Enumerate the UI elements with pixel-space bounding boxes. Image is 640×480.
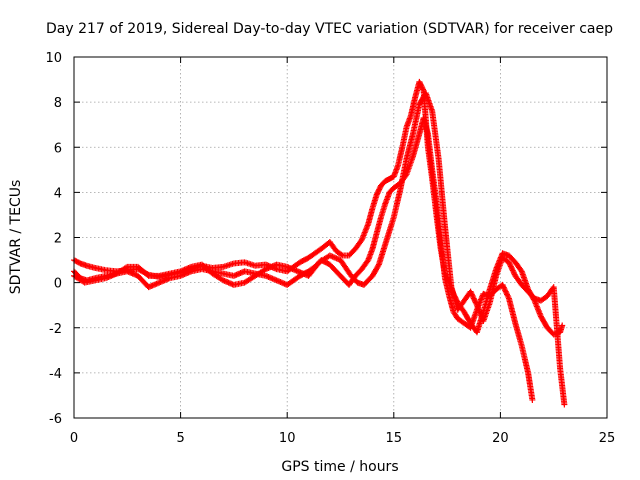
data-point	[338, 251, 345, 258]
data-point	[529, 396, 536, 403]
y-axis-label: SDTVAR / TECUs	[8, 180, 24, 295]
data-point	[504, 292, 511, 299]
data-point	[505, 294, 512, 301]
data-point	[500, 284, 507, 291]
data-point	[144, 271, 151, 278]
x-tick-label: 10	[279, 431, 296, 446]
y-tick-label: -4	[49, 367, 62, 382]
y-tick-label: 8	[54, 96, 62, 111]
y-tick-label: -6	[49, 412, 62, 427]
data-point	[375, 262, 382, 269]
data-point	[471, 296, 478, 303]
data-point	[559, 322, 566, 329]
x-tick-label: 0	[70, 431, 78, 446]
data-points	[71, 78, 568, 408]
data-point	[499, 281, 506, 288]
data-point	[505, 259, 512, 266]
y-tick-labels: -6 -4 -2 0 2 4 6 8 10	[45, 51, 62, 427]
data-point	[506, 260, 513, 267]
data-point	[468, 290, 475, 297]
data-point	[561, 401, 568, 408]
series-track-c	[71, 90, 568, 408]
y-tick-label: 4	[54, 186, 62, 201]
data-point	[468, 291, 475, 298]
x-tick-label: 20	[492, 431, 509, 446]
data-point	[122, 264, 129, 271]
x-tick-label: 25	[599, 431, 616, 446]
data-point	[510, 268, 517, 275]
data-point	[420, 86, 427, 93]
x-tick-labels: 0 5 10 15 20 25	[70, 431, 615, 446]
data-point	[509, 266, 516, 273]
chart-title: Day 217 of 2019, Sidereal Day-to-day VTE…	[46, 21, 613, 37]
y-tick-label: 6	[54, 141, 62, 156]
axis-ticks	[73, 56, 608, 419]
data-point	[469, 292, 476, 299]
x-axis-label: GPS time / hours	[281, 459, 398, 475]
y-tick-label: 0	[54, 277, 62, 292]
data-point	[467, 288, 474, 295]
data-point	[502, 288, 509, 295]
x-tick-label: 5	[176, 431, 184, 446]
data-point	[509, 267, 516, 274]
data-point	[503, 290, 510, 297]
data-point	[470, 294, 477, 301]
data-point	[501, 285, 508, 292]
data-point	[470, 295, 477, 302]
data-point	[511, 270, 518, 277]
data-point	[507, 262, 514, 269]
data-point	[508, 264, 515, 271]
y-tick-label: 2	[54, 232, 62, 247]
data-point	[500, 283, 507, 290]
y-tick-label: -2	[49, 322, 62, 337]
data-point	[504, 291, 511, 298]
x-tick-label: 15	[386, 431, 403, 446]
data-point	[507, 263, 514, 270]
data-point	[473, 300, 480, 307]
data-point	[472, 299, 479, 306]
data-point	[502, 287, 509, 294]
data-point	[472, 298, 479, 305]
y-tick-label: 10	[45, 51, 62, 66]
